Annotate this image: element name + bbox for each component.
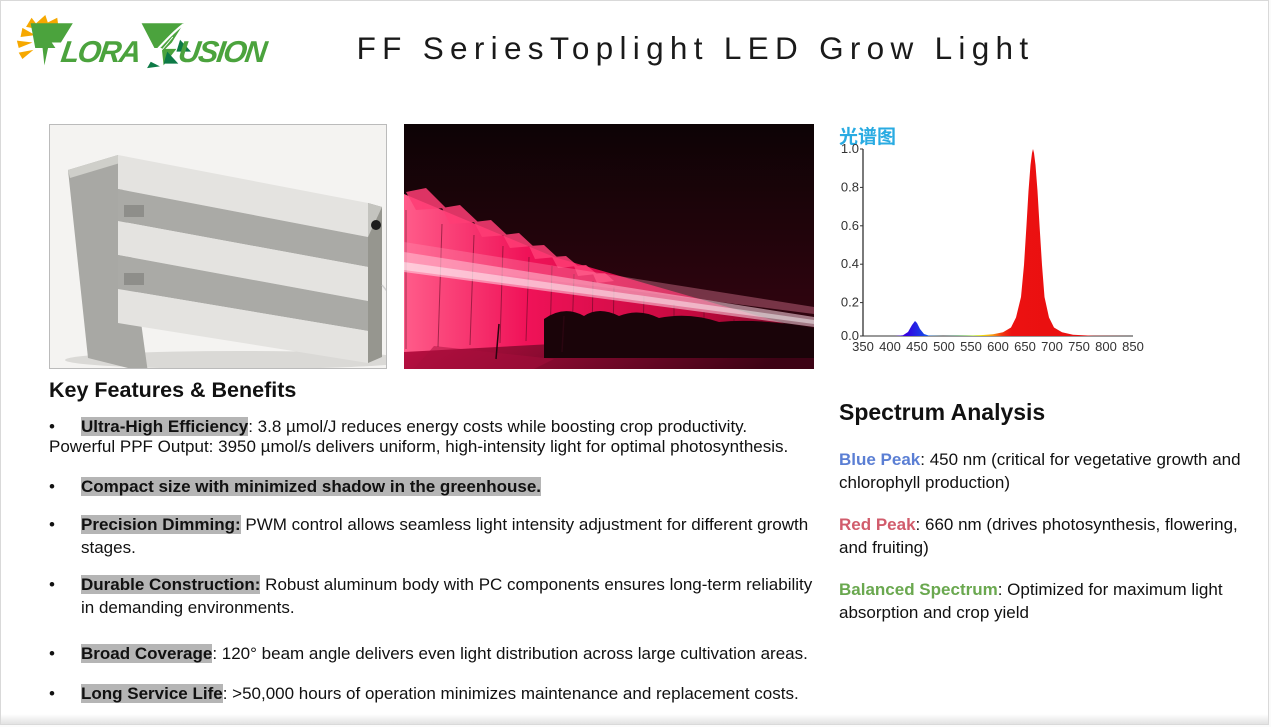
svg-text:850: 850 bbox=[1122, 339, 1144, 354]
svg-text:450: 450 bbox=[906, 339, 928, 354]
svg-text:700: 700 bbox=[1041, 339, 1063, 354]
svg-text:0.4: 0.4 bbox=[841, 256, 859, 271]
svg-text:550: 550 bbox=[960, 339, 982, 354]
svg-text:1.0: 1.0 bbox=[841, 141, 859, 156]
svg-text:350: 350 bbox=[852, 339, 874, 354]
svg-text:600: 600 bbox=[987, 339, 1009, 354]
svg-text:500: 500 bbox=[933, 339, 955, 354]
svg-text:750: 750 bbox=[1068, 339, 1090, 354]
svg-text:0.8: 0.8 bbox=[841, 179, 859, 194]
svg-text:800: 800 bbox=[1095, 339, 1117, 354]
svg-text:0.6: 0.6 bbox=[841, 218, 859, 233]
svg-text:400: 400 bbox=[879, 339, 901, 354]
svg-text:0.2: 0.2 bbox=[841, 295, 859, 310]
svg-text:650: 650 bbox=[1014, 339, 1036, 354]
